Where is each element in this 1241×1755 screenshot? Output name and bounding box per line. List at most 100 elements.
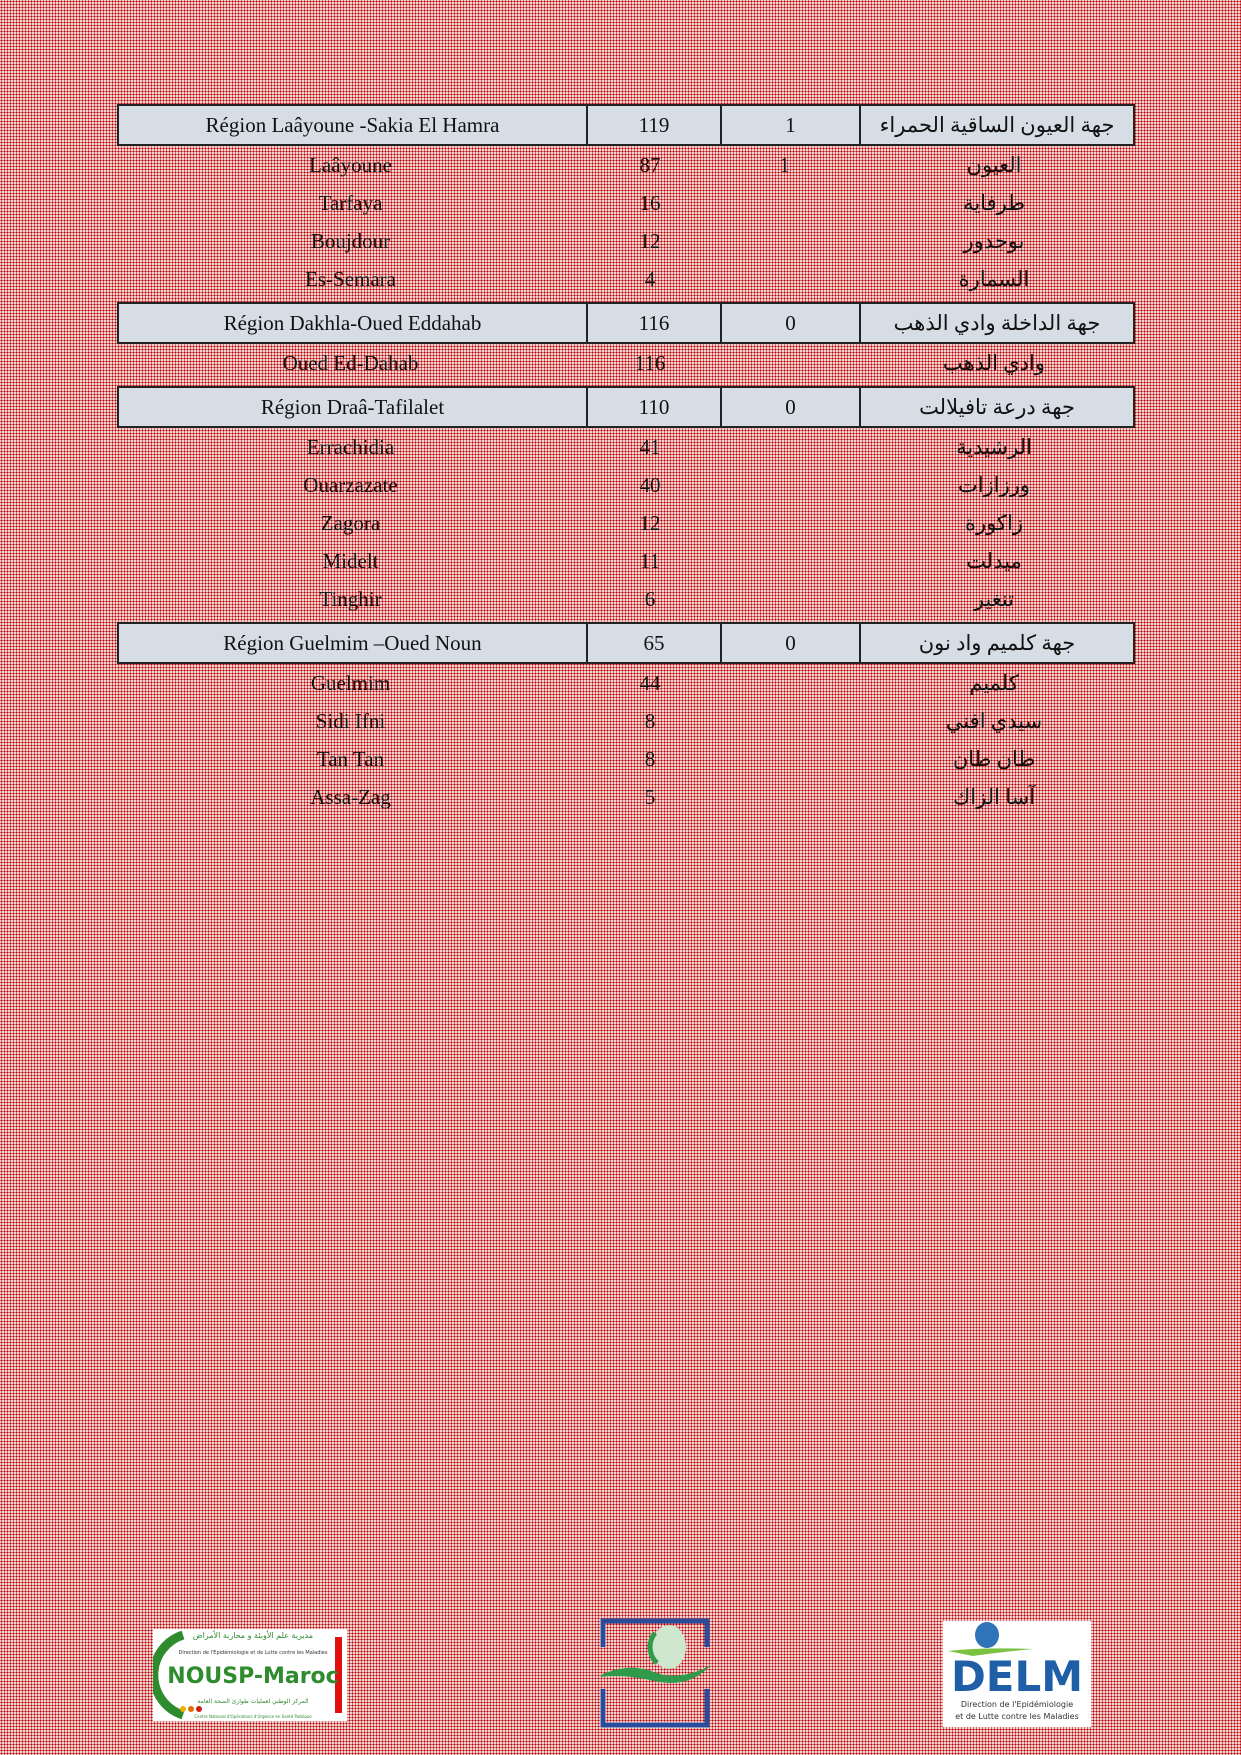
- region-col3: 1: [720, 106, 859, 144]
- region-name-ar: جهة الداخلة وادي الذهب: [859, 304, 1133, 342]
- regional-table: Région Laâyoune -Sakia El Hamra 119 1 جهة ا…: [117, 104, 1135, 816]
- province-row: Guelmim 44 كلميم: [117, 664, 1135, 702]
- province-name-ar: تنغير: [973, 586, 1015, 611]
- delm-line2: et de Lutte contre les Maladies: [955, 1712, 1079, 1721]
- province-name-ar: بوجدور: [963, 228, 1025, 253]
- province-row: Zagora 12 زاكورة: [117, 504, 1135, 542]
- delm-logo: DELM Direction de l'Epidémiologie et de …: [943, 1621, 1091, 1727]
- region-header-row: Région Dakhla-Oued Eddahab 116 0 جهة الداخل…: [117, 302, 1135, 344]
- province-col3: [716, 580, 853, 618]
- province-name-ar: الرشيدية: [956, 434, 1032, 459]
- province-name-ar: ورزازات: [958, 472, 1031, 497]
- province-col3: [716, 184, 853, 222]
- province-name-fr: Guelmim: [310, 670, 391, 695]
- ministry-health-logo: [599, 1617, 711, 1729]
- province-name-fr: Assa-Zag: [310, 784, 391, 809]
- delm-emblem-icon: [948, 1622, 1033, 1656]
- province-count: 44: [639, 670, 661, 695]
- province-row: Midelt 11 ميدلت: [117, 542, 1135, 580]
- province-count: 8: [644, 746, 656, 771]
- nousp-ar-top: مديرية علم الأوبئة و محاربة الأمراض: [192, 1631, 314, 1640]
- province-col3: 1: [779, 152, 790, 177]
- province-count: 11: [639, 548, 661, 573]
- province-col3: [716, 222, 853, 260]
- nousp-emblem-icon: [153, 1630, 342, 1720]
- region-name-fr: Région Dakhla-Oued Eddahab: [223, 310, 482, 335]
- province-row: Oued Ed-Dahab 116 وادي الذهب: [117, 344, 1135, 382]
- province-name-ar: سيدي افني: [945, 708, 1043, 733]
- province-name-fr: Ouarzazate: [303, 472, 398, 497]
- nousp-title: NOUSP-Maroc: [167, 1663, 339, 1689]
- province-row: Tan Tan 8 طان طان: [117, 740, 1135, 778]
- province-name-ar: كلميم: [969, 670, 1019, 695]
- province-count: 4: [644, 266, 656, 291]
- region-name-fr: Région Laâyoune -Sakia El Hamra: [205, 112, 500, 137]
- delm-line1: Direction de l'Epidémiologie: [960, 1700, 1074, 1709]
- province-name-fr: Boujdour: [310, 228, 391, 253]
- province-name-fr: Tarfaya: [318, 190, 383, 215]
- province-name-ar: وادي الذهب: [943, 350, 1045, 375]
- province-col3: [716, 260, 853, 298]
- region-total: 119: [586, 106, 720, 144]
- province-count: 5: [644, 784, 656, 809]
- province-col3: [716, 504, 853, 542]
- province-row: Errachidia 41 الرشيدية: [117, 428, 1135, 466]
- province-row: Tarfaya 16 طرفاية: [117, 184, 1135, 222]
- province-col3: [716, 664, 853, 702]
- province-row: Ouarzazate 40 ورزازات: [117, 466, 1135, 504]
- region-name-ar: جهة العيون الساقية الحمراء: [859, 106, 1133, 144]
- province-col3: [716, 344, 853, 382]
- nousp-fr-top: Direction de l'Epidémiologie et de Lutte…: [178, 1649, 328, 1656]
- nousp-maroc-logo: مديرية علم الأوبئة و محاربة الأمراض Dire…: [153, 1629, 347, 1721]
- nousp-ar-bottom: المركز الوطني لعمليات طوارئ الصحة العامة: [197, 1697, 309, 1705]
- province-count: 8: [644, 708, 656, 733]
- province-name-ar: السمارة: [958, 266, 1030, 291]
- province-count: 116: [634, 350, 666, 375]
- region-col3: 0: [720, 624, 859, 662]
- nousp-fr-bottom: Centre National d'Opérations d'Urgence e…: [194, 1714, 312, 1719]
- province-count: 87: [639, 152, 661, 177]
- province-row: Laâyoune 87 1 العيون: [117, 146, 1135, 184]
- region-name-fr: Région Draâ-Tafilalet: [260, 394, 445, 419]
- province-name-ar: زاكورة: [965, 510, 1023, 535]
- province-count: 16: [639, 190, 661, 215]
- province-col3: [716, 702, 853, 740]
- province-name-fr: Oued Ed-Dahab: [282, 350, 419, 375]
- region-header-row: Région Laâyoune -Sakia El Hamra 119 1 جهة ا…: [117, 104, 1135, 146]
- province-name-ar: آسا الزاك: [952, 784, 1036, 809]
- province-col3: [716, 542, 853, 580]
- province-row: Boujdour 12 بوجدور: [117, 222, 1135, 260]
- province-row: Tinghir 6 تنغير: [117, 580, 1135, 618]
- region-total: 116: [586, 304, 720, 342]
- province-col3: [716, 778, 853, 816]
- region-col3: 0: [720, 304, 859, 342]
- province-row: Es-Semara 4 السمارة: [117, 260, 1135, 298]
- province-name-fr: Sidi Ifni: [315, 708, 386, 733]
- region-header-row: Région Draâ-Tafilalet 110 0 جهة درعة تافيلا…: [117, 386, 1135, 428]
- province-name-ar: طان طان: [952, 746, 1036, 771]
- province-col3: [716, 428, 853, 466]
- region-header-row: Région Guelmim –Oued Noun 65 0 جهة كلميم وا…: [117, 622, 1135, 664]
- province-count: 40: [639, 472, 661, 497]
- province-name-ar: ميدلت: [966, 548, 1022, 573]
- province-row: Assa-Zag 5 آسا الزاك: [117, 778, 1135, 816]
- province-name-fr: Laâyoune: [309, 152, 392, 177]
- delm-title: DELM: [950, 1652, 1084, 1701]
- province-row: Sidi Ifni 8 سيدي افني: [117, 702, 1135, 740]
- province-name-fr: Errachidia: [306, 434, 395, 459]
- region-name-fr: Région Guelmim –Oued Noun: [223, 630, 482, 655]
- region-name-ar: جهة درعة تافيلالت: [859, 388, 1133, 426]
- province-count: 12: [639, 510, 661, 535]
- province-col3: [716, 740, 853, 778]
- region-total: 65: [586, 624, 720, 662]
- province-name-fr: Midelt: [322, 548, 379, 573]
- province-name-ar: العيون: [966, 152, 1022, 177]
- region-total: 110: [586, 388, 720, 426]
- region-col3: 0: [720, 388, 859, 426]
- province-name-ar: طرفاية: [963, 190, 1025, 215]
- province-name-fr: Es-Semara: [305, 266, 396, 291]
- region-name-ar: جهة كلميم واد نون: [859, 624, 1133, 662]
- province-count: 12: [639, 228, 661, 253]
- province-count: 41: [639, 434, 661, 459]
- province-name-fr: Zagora: [320, 510, 381, 535]
